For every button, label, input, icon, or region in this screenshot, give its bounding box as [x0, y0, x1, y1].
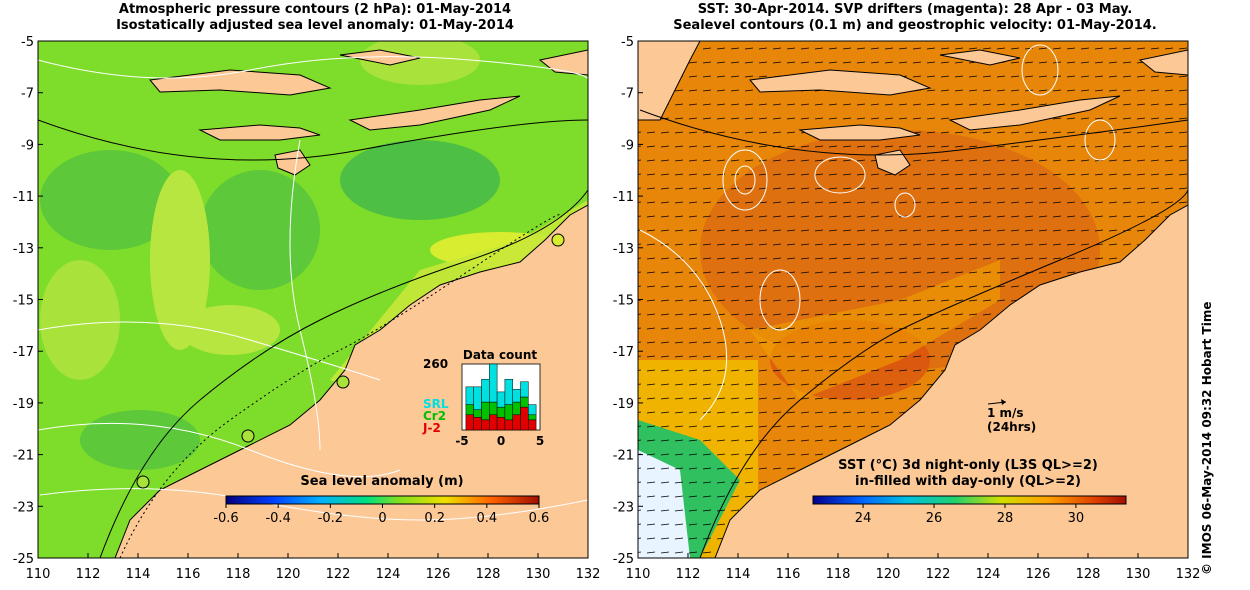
right-title-line2: Sealevel contours (0.1 m) and geostrophi… [673, 18, 1157, 33]
left-x-tick: 120 [276, 567, 301, 582]
right-x-tick: 110 [626, 567, 651, 582]
colorbar-tick: 0.6 [529, 511, 550, 526]
right-y-tick: -21 [613, 449, 634, 464]
right-x-tick: 124 [976, 567, 1001, 582]
inset-legend-entry: SRL [423, 397, 449, 411]
left-y-tick: -11 [13, 190, 34, 205]
inset-title: Data count [463, 348, 538, 362]
left-y-tick: -21 [13, 449, 34, 464]
right-y-tick: -11 [613, 190, 634, 205]
right-y-tick: -13 [613, 242, 634, 257]
left-x-axis: 110 112 114 116 118 120 122 124 126 128 130 132 [26, 553, 600, 582]
left-y-tick: -17 [13, 345, 34, 360]
right-x-tick: 132 [1176, 567, 1201, 582]
left-x-tick: 112 [76, 567, 101, 582]
right-x-tick: 122 [926, 567, 951, 582]
inset-bar-cyan [528, 404, 537, 416]
colorbar-tick: 0.2 [424, 511, 445, 526]
right-y-tick: -5 [621, 35, 634, 50]
right-y-tick: -7 [621, 87, 634, 102]
colorbar-tick: 0.4 [476, 511, 497, 526]
velocity-scale-sub: (24hrs) [987, 420, 1036, 434]
left-x-tick: 132 [576, 567, 600, 582]
inset-legend-entry: J-2 [422, 421, 441, 435]
right-title-line1: SST: 30-Apr-2014. SVP drifters (magenta)… [697, 2, 1133, 17]
inset-bar-cyan [520, 381, 529, 398]
left-y-tick: -13 [13, 242, 34, 257]
colorbar-tick: 24 [855, 511, 872, 526]
inset-x-tick: 0 [497, 434, 505, 448]
sst-colorbar-title-line1: SST (°C) 3d night-only (L3S QL>=2) [838, 458, 1098, 473]
velocity-scale: 1 m/s (24hrs) [987, 399, 1036, 434]
left-x-tick: 130 [526, 567, 551, 582]
left-title-line1: Atmospheric pressure contours (2 hPa): 0… [118, 2, 512, 17]
right-y-tick: -17 [613, 345, 634, 360]
right-y-tick: -25 [613, 552, 634, 567]
left-x-tick: 114 [126, 567, 151, 582]
sea-level-anomaly-map: -5 -7 -9 -11 -13 -15 -17 -19 -21 -23 -25 110 112 114… [13, 35, 600, 582]
right-x-tick: 112 [676, 567, 701, 582]
sst-colorbar-title-line2: in-filled with day-only (QL>=2) [855, 474, 1081, 489]
inset-legend-entry: Cr2 [423, 409, 446, 423]
colorbar-tick: 28 [997, 511, 1014, 526]
imos-credit: © IMOS 06-May-2014 09:32 Hobart Time [1200, 301, 1214, 575]
colorbar-tick: -0.2 [318, 511, 343, 526]
right-x-tick: 128 [1076, 567, 1101, 582]
left-y-tick: -7 [21, 87, 34, 102]
left-x-tick: 126 [426, 567, 451, 582]
left-y-tick: -23 [13, 500, 34, 515]
sla-colorbar-ticks: -0.6 -0.4 -0.2 0 0.2 0.4 0.6 [213, 504, 549, 526]
right-y-tick: -19 [613, 397, 634, 412]
colorbar-tick: -0.4 [265, 511, 290, 526]
left-x-tick: 128 [476, 567, 501, 582]
right-x-tick: 116 [776, 567, 801, 582]
colorbar-tick: -0.6 [213, 511, 238, 526]
left-x-tick: 118 [226, 567, 251, 582]
left-y-tick: -15 [13, 294, 34, 309]
sst-colorbar [812, 495, 1127, 505]
inset-bar-cyan [489, 363, 498, 403]
right-x-tick: 126 [1026, 567, 1051, 582]
left-x-tick: 124 [376, 567, 401, 582]
colorbar-tick: 30 [1068, 511, 1085, 526]
right-y-axis: -5 -7 -9 -11 -13 -15 -17 -19 -21 -23 -25 [613, 35, 643, 567]
left-x-tick: 110 [26, 567, 51, 582]
inset-ymax-label: 260 [423, 357, 448, 371]
left-y-axis: -5 -7 -9 -11 -13 -15 -17 -19 -21 -23 -25 [13, 35, 43, 567]
right-y-tick: -9 [621, 138, 634, 153]
right-x-tick: 130 [1126, 567, 1151, 582]
left-y-tick: -19 [13, 397, 34, 412]
right-y-tick: -23 [613, 500, 634, 515]
right-x-tick: 120 [876, 567, 901, 582]
right-y-tick: -15 [613, 294, 634, 309]
left-y-tick: -5 [21, 35, 34, 50]
left-x-tick: 116 [176, 567, 201, 582]
velocity-scale-label: 1 m/s [987, 406, 1024, 420]
right-x-axis: 110 112 114 116 118 120 122 124 126 128 130 132 [626, 553, 1201, 582]
left-y-tick: -25 [13, 552, 34, 567]
right-x-tick: 118 [826, 567, 851, 582]
left-title-line2: Isostatically adjusted sea level anomaly… [116, 18, 514, 33]
colorbar-tick: 0 [378, 511, 386, 526]
colorbar-tick: 26 [926, 511, 943, 526]
inset-x-tick: -5 [455, 434, 468, 448]
right-x-tick: 114 [726, 567, 751, 582]
sla-colorbar-label: Sea level anomaly (m) [300, 474, 463, 489]
inset-x-tick: 5 [536, 434, 544, 448]
sst-colorbar-ticks: 24 26 28 30 [855, 504, 1084, 526]
left-x-tick: 122 [326, 567, 351, 582]
left-y-tick: -9 [21, 138, 34, 153]
